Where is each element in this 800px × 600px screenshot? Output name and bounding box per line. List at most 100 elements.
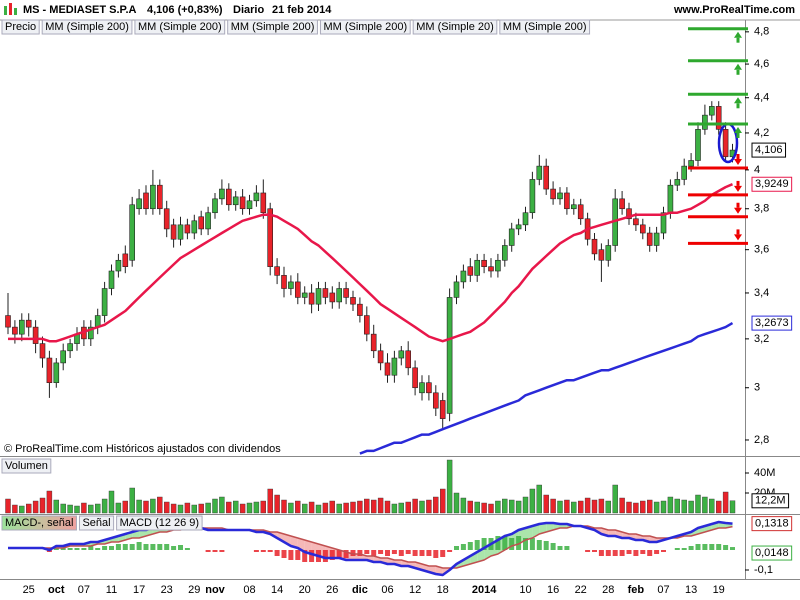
histogram-bar: [253, 550, 259, 552]
volume-bar: [150, 498, 156, 514]
level-arrow: [734, 97, 742, 104]
histogram-bar: [150, 544, 156, 550]
legend-box: [116, 515, 203, 531]
x-tick-label: 19: [713, 584, 725, 596]
level-arrow-stem: [736, 229, 740, 235]
candle-body: [722, 129, 729, 158]
histogram-bar: [171, 546, 177, 550]
macd-signal-fill: [539, 523, 547, 534]
legend-box: [412, 19, 498, 35]
histogram-bar: [674, 548, 680, 550]
candle-body: [488, 266, 494, 272]
candle-body: [67, 343, 73, 352]
candle-body: [108, 270, 115, 289]
volume-bar: [67, 504, 73, 514]
volume-bar: [371, 499, 377, 514]
x-tick-label: oct: [48, 584, 65, 596]
y-tick-label: 3,2: [754, 333, 769, 345]
histogram-bar: [502, 536, 508, 550]
volume-bar: [571, 501, 577, 514]
volume-bar: [660, 500, 667, 514]
macd-signal-fill: [449, 564, 457, 570]
volume-bar: [674, 498, 680, 514]
candle-body: [674, 179, 681, 186]
candle-body: [115, 259, 122, 272]
candle-body: [419, 382, 425, 394]
histogram-bar: [709, 544, 715, 550]
volume-bar: [101, 498, 108, 514]
histogram-bar: [447, 550, 453, 552]
candle-body: [432, 392, 439, 409]
legend-box: [41, 19, 133, 35]
macd-signal-fill: [290, 536, 298, 548]
value-tag-box: [751, 545, 793, 561]
volume-bar: [605, 500, 611, 514]
histogram-bar: [212, 550, 218, 552]
value-tag-box: [751, 176, 793, 192]
candle-body: [343, 288, 349, 298]
y-tick-label: 2,8: [754, 434, 769, 446]
histogram-bar: [440, 550, 446, 557]
volume-bar: [295, 500, 301, 514]
histogram-bar: [467, 542, 473, 550]
volume-bar: [246, 502, 253, 514]
legend-label: MM (Simple 20): [416, 21, 494, 33]
level-arrow: [734, 63, 742, 70]
candle-body: [301, 292, 308, 298]
candle-body: [288, 281, 294, 289]
volume-bar: [177, 504, 184, 514]
histogram-bar: [426, 550, 432, 556]
histogram-bar: [322, 550, 328, 562]
legend-label: MM (Simple 200): [138, 21, 222, 33]
volume-bar: [12, 504, 18, 514]
volume-bar: [253, 501, 260, 514]
volume-bar: [226, 501, 232, 514]
volume-bar: [384, 500, 391, 514]
volume-bar: [488, 503, 494, 514]
legend-label: Señal: [82, 517, 110, 529]
volume-bar: [688, 500, 694, 514]
candle-body: [646, 232, 653, 246]
volume-bar: [405, 501, 411, 514]
header-symbol: MS - MEDIASET S.P.A: [23, 4, 137, 16]
histogram-bar: [95, 548, 101, 550]
volume-bar: [591, 499, 598, 514]
volume-bar: [302, 503, 308, 514]
candle-body: [564, 192, 570, 210]
header-icon: [4, 3, 17, 15]
panel-title-box: [1, 458, 52, 474]
histogram-bar: [695, 544, 701, 550]
histogram-bar: [260, 550, 266, 552]
histogram-bar: [184, 548, 190, 550]
price-panel: [5, 101, 736, 455]
candle-body: [88, 326, 94, 340]
x-tick-label: 16: [547, 584, 559, 596]
candle-body: [708, 106, 715, 116]
volume-bar: [653, 501, 660, 514]
candle-body: [101, 288, 108, 316]
histogram-bar: [661, 550, 666, 552]
histogram-bar: [281, 550, 287, 558]
value-tag-box: [751, 516, 793, 532]
volume-bar: [336, 503, 342, 514]
histogram-bar: [647, 550, 653, 556]
volume-bar: [502, 498, 508, 514]
volume-bar: [681, 499, 687, 514]
volume-bar: [509, 499, 515, 514]
x-tick-label: 14: [271, 584, 283, 596]
volume-bar: [343, 502, 349, 514]
candle-body: [495, 259, 501, 272]
histogram-bar: [412, 550, 418, 556]
histogram-bar: [592, 550, 597, 552]
histogram-bar: [516, 536, 522, 550]
histogram-bar: [398, 550, 404, 556]
candle-body: [32, 326, 39, 344]
volume-bar: [377, 497, 384, 514]
volume-bar: [460, 497, 467, 514]
candle-body: [191, 220, 198, 234]
histogram-bar: [109, 546, 114, 550]
y-tick-label: 3,8: [754, 203, 769, 215]
volume-bar: [495, 500, 501, 514]
candle-body: [39, 343, 46, 359]
candle-body: [633, 218, 639, 226]
